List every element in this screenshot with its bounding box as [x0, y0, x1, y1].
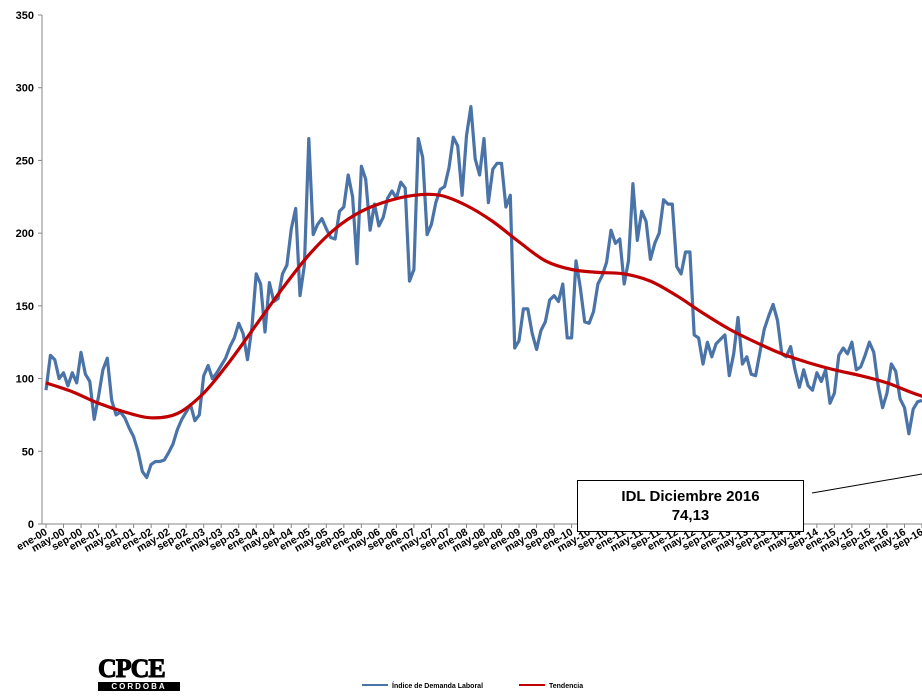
y-tick-label: 100 [16, 374, 34, 386]
y-tick-label: 50 [22, 446, 34, 458]
legend-item-tendencia-label: Tendencia [549, 683, 583, 690]
y-tick-label: 0 [28, 519, 34, 531]
chart-axes [41, 15, 922, 525]
logo-mark: CPCE [98, 656, 166, 683]
annotation-leader-line [811, 473, 922, 494]
y-tick-label: 250 [16, 155, 34, 167]
series-line-idl [44, 105, 922, 480]
annotation-title: IDL Diciembre 2016 [621, 488, 760, 505]
legend-item-idl-label: Índice de Demanda Laboral [392, 681, 483, 690]
y-tick-label: 150 [16, 301, 34, 313]
chart-series [44, 105, 922, 480]
y-tick-label: 350 [16, 10, 34, 22]
y-tick-label: 300 [16, 83, 34, 95]
series-line-tendencia [45, 192, 922, 420]
annotation-value: 74,13 [671, 507, 710, 524]
y-axis-ticks: 0 50 100 150 200 250 300 350 [16, 10, 42, 531]
chart-legend: Índice de Demanda Laboral Tendencia [362, 681, 583, 690]
annotation-box: IDL Diciembre 2016 74,13 [577, 480, 804, 532]
logo-subtitle: CORDOBA [98, 682, 180, 691]
y-tick-label: 200 [16, 228, 34, 240]
cpce-logo: CPCE CORDOBA [98, 656, 184, 696]
